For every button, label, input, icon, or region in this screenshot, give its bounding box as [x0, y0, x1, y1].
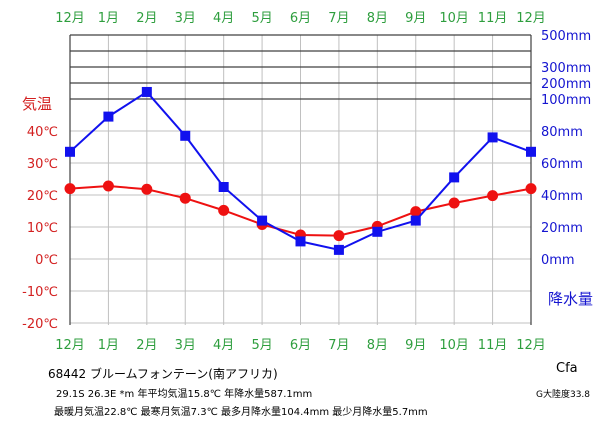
temperature-point	[179, 192, 191, 204]
precipitation-point	[180, 130, 191, 141]
month-label-top: 10月	[439, 11, 469, 26]
month-label-top: 9月	[405, 11, 426, 26]
precipitation-point	[526, 146, 536, 157]
precipitation-tick-label: 0mm	[541, 253, 575, 268]
month-label-top: 11月	[478, 11, 508, 26]
temperature-point	[333, 230, 345, 242]
month-label-top: 4月	[213, 11, 234, 26]
temperature-tick-label: 20℃	[27, 189, 58, 204]
station-stats: 29.1S 26.3E *m 年平均気温15.8℃ 年降水量587.1mm	[56, 389, 313, 400]
precipitation-tick-label: 80mm	[541, 125, 583, 140]
temperature-tick-label: -20℃	[22, 317, 58, 332]
month-label-top: 2月	[136, 11, 157, 26]
precipitation-point	[295, 236, 306, 247]
precipitation-tick-label: 60mm	[541, 157, 583, 172]
temperature-tick-label: 10℃	[27, 221, 58, 236]
temperature-axis-label: 気温	[22, 95, 52, 113]
continentality-index: G大陸度33.8	[536, 390, 591, 400]
month-label-bottom: 3月	[175, 338, 196, 353]
month-label-top: 6月	[290, 11, 311, 26]
month-label-top: 1月	[98, 11, 119, 26]
temperature-tick-label: 30℃	[27, 157, 58, 172]
extreme-stats: 最暖月気温22.8℃ 最寒月気温7.3℃ 最多月降水量104.4mm 最少月降水…	[54, 407, 428, 418]
month-label-bottom: 6月	[290, 338, 311, 353]
month-label-bottom: 5月	[251, 338, 272, 353]
temperature-point	[448, 197, 460, 209]
temperature-point	[410, 206, 422, 218]
month-label-top: 7月	[328, 11, 349, 26]
month-label-bottom: 11月	[478, 338, 508, 353]
temperature-axis-ticks: 40℃ 30℃ 20℃ 10℃ 0℃ -10℃ -20℃	[22, 125, 58, 332]
climate-class: Cfa	[556, 361, 578, 376]
month-label-top: 5月	[251, 11, 272, 26]
temperature-tick-label: 0℃	[35, 253, 58, 268]
precipitation-point	[372, 226, 383, 237]
month-label-bottom: 1月	[98, 338, 119, 353]
station-name: 68442 ブルームフォンテーン(南アフリカ)	[48, 367, 278, 381]
precipitation-axis-label: 降水量	[548, 290, 593, 308]
temperature-point	[141, 183, 153, 195]
precipitation-point	[218, 182, 229, 192]
month-labels-bottom: 12月 1月 2月 3月 4月 5月 6月 7月 8月 9月 10月 11月 12月	[55, 338, 546, 353]
precipitation-tick-label: 500mm	[541, 29, 591, 44]
temperature-tick-label: 40℃	[27, 125, 58, 140]
precipitation-tick-label: 100mm	[541, 93, 591, 108]
month-labels-top: 12月 1月 2月 3月 4月 5月 6月 7月 8月 9月 10月 11月 12月	[55, 11, 546, 26]
month-label-bottom: 8月	[367, 338, 388, 353]
month-label-bottom: 12月	[516, 338, 546, 353]
precipitation-tick-label: 40mm	[541, 189, 583, 204]
month-label-bottom: 4月	[213, 338, 234, 353]
temperature-point	[64, 183, 76, 195]
precipitation-point	[410, 215, 421, 226]
temperature-point	[525, 183, 537, 195]
temperature-point	[102, 180, 114, 192]
precipitation-point	[141, 86, 152, 97]
precipitation-tick-label: 20mm	[541, 221, 583, 236]
month-label-top: 12月	[55, 11, 85, 26]
temperature-point	[487, 190, 499, 202]
precipitation-point	[487, 132, 498, 143]
precipitation-tick-label: 300mm	[541, 61, 591, 76]
precipitation-point	[449, 172, 460, 183]
temperature-tick-label: -10℃	[22, 285, 58, 300]
month-label-bottom: 9月	[405, 338, 426, 353]
month-label-bottom: 7月	[328, 338, 349, 353]
month-label-bottom: 12月	[55, 338, 85, 353]
precipitation-tick-label: 200mm	[541, 77, 591, 92]
precipitation-point	[103, 111, 114, 122]
chart-series	[64, 86, 537, 255]
month-label-bottom: 2月	[136, 338, 157, 353]
precipitation-point	[65, 146, 75, 157]
month-label-top: 3月	[175, 11, 196, 26]
month-label-bottom: 10月	[439, 338, 469, 353]
precipitation-point	[333, 244, 344, 255]
month-label-top: 12月	[516, 11, 546, 26]
temperature-point	[218, 204, 230, 216]
precipitation-point	[257, 215, 268, 226]
month-label-top: 8月	[367, 11, 388, 26]
chart-grid	[69, 34, 532, 325]
